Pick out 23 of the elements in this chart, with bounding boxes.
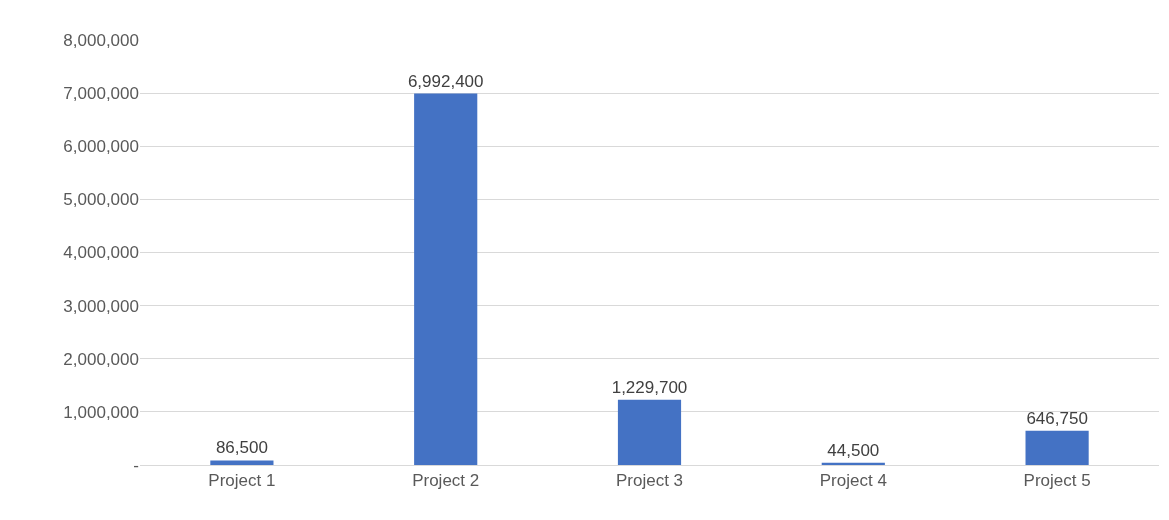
y-tick-label: 6,000,000 [63,137,139,157]
x-tick-label: Project 4 [819,471,887,491]
x-tick-label: Project 1 [208,471,276,491]
y-tick-label: 7,000,000 [63,84,139,104]
y-tick-label: 3,000,000 [63,296,139,316]
bar [414,93,478,465]
bar [1025,430,1089,465]
x-tick-label: Project 5 [1023,471,1091,491]
x-tick-label: Project 2 [412,471,480,491]
bar [210,460,274,465]
x-tick-label: Project 3 [615,471,684,491]
y-tick-label: 8,000,000 [63,30,139,50]
bar [617,399,682,465]
y-tick-label: 1,000,000 [63,402,139,422]
y-tick-label: - [133,455,139,475]
y-tick-label: 4,000,000 [63,243,139,263]
data-label: 1,229,700 [611,377,688,397]
data-label: 86,500 [215,438,268,458]
data-label: 44,500 [827,440,880,460]
data-label: 6,992,400 [407,71,484,91]
y-tick-label: 5,000,000 [63,190,139,210]
y-tick-label: 2,000,000 [63,349,139,369]
data-label: 646,750 [1026,408,1088,428]
